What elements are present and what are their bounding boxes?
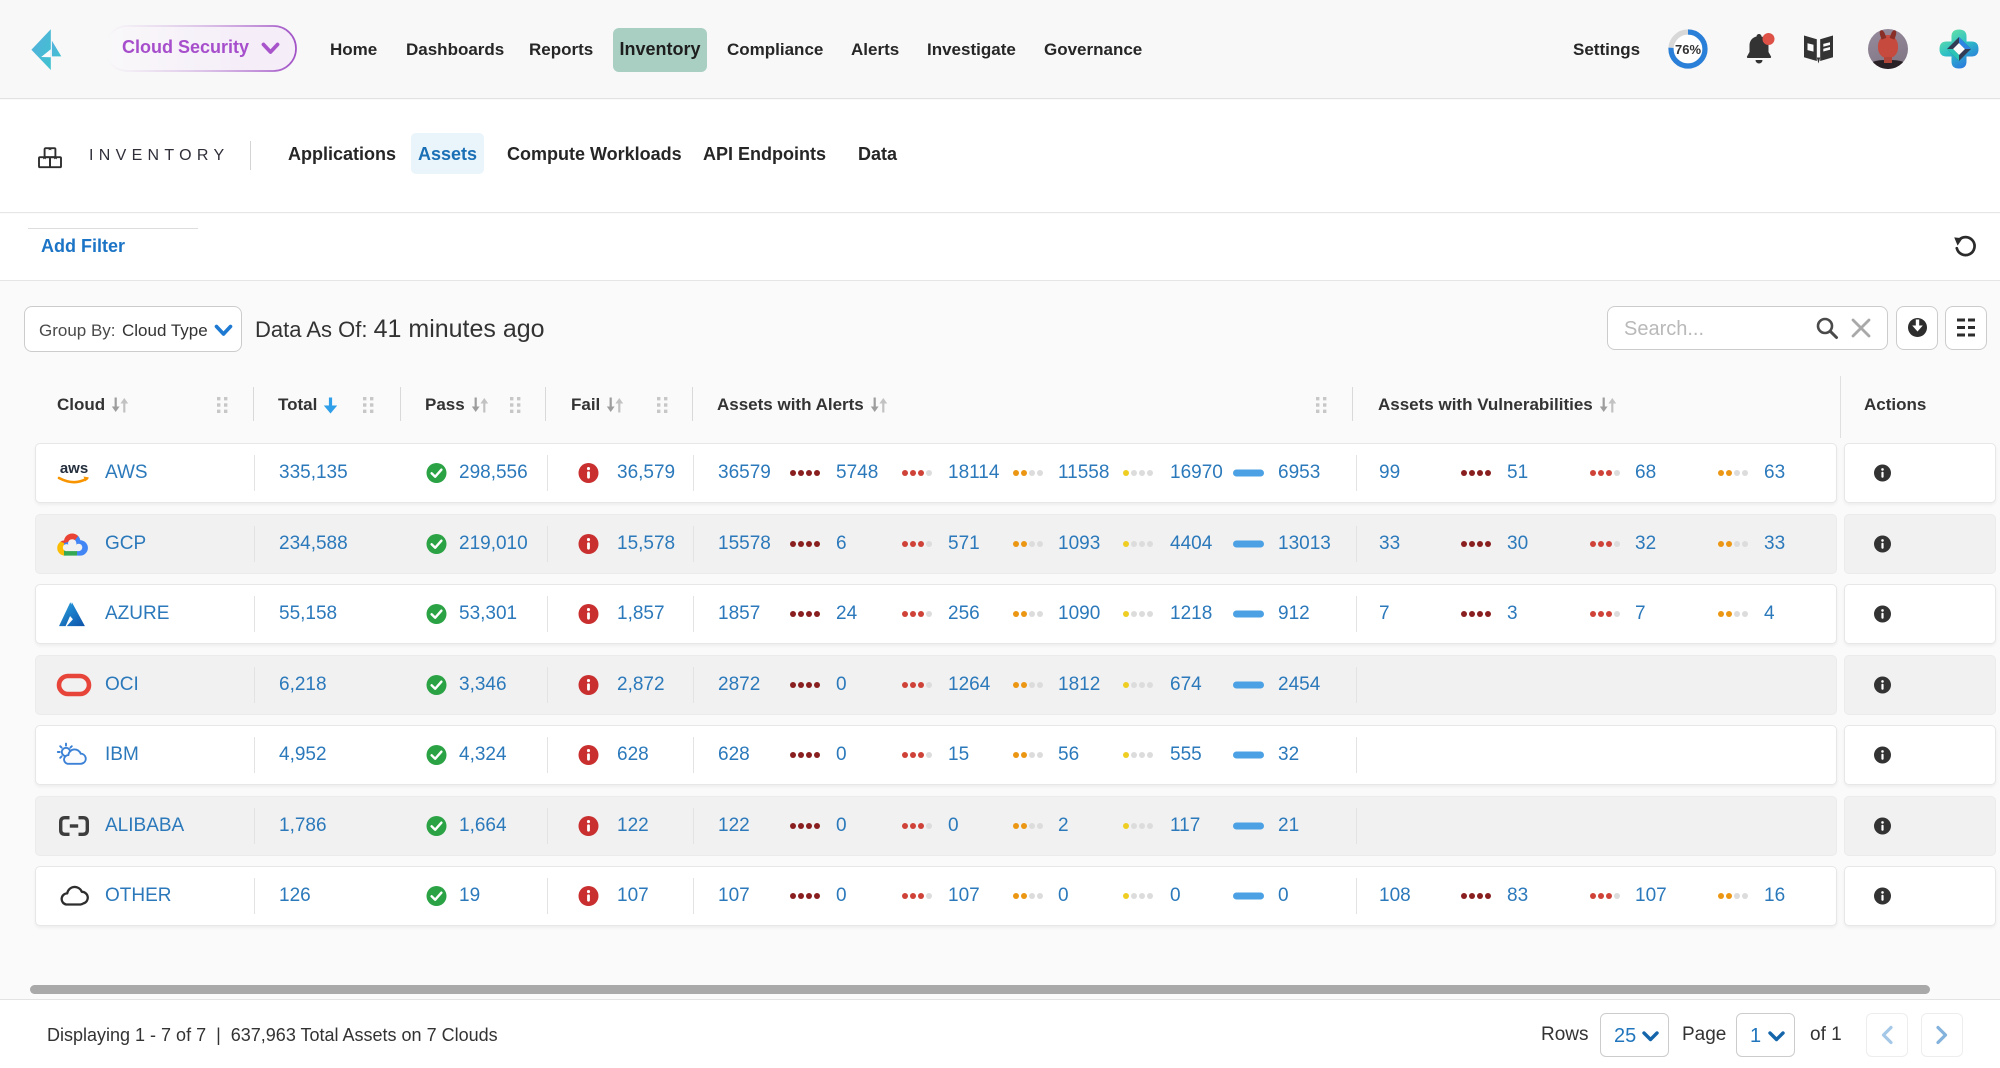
- svg-text:76%: 76%: [1675, 42, 1701, 57]
- svg-text:aws: aws: [60, 460, 88, 477]
